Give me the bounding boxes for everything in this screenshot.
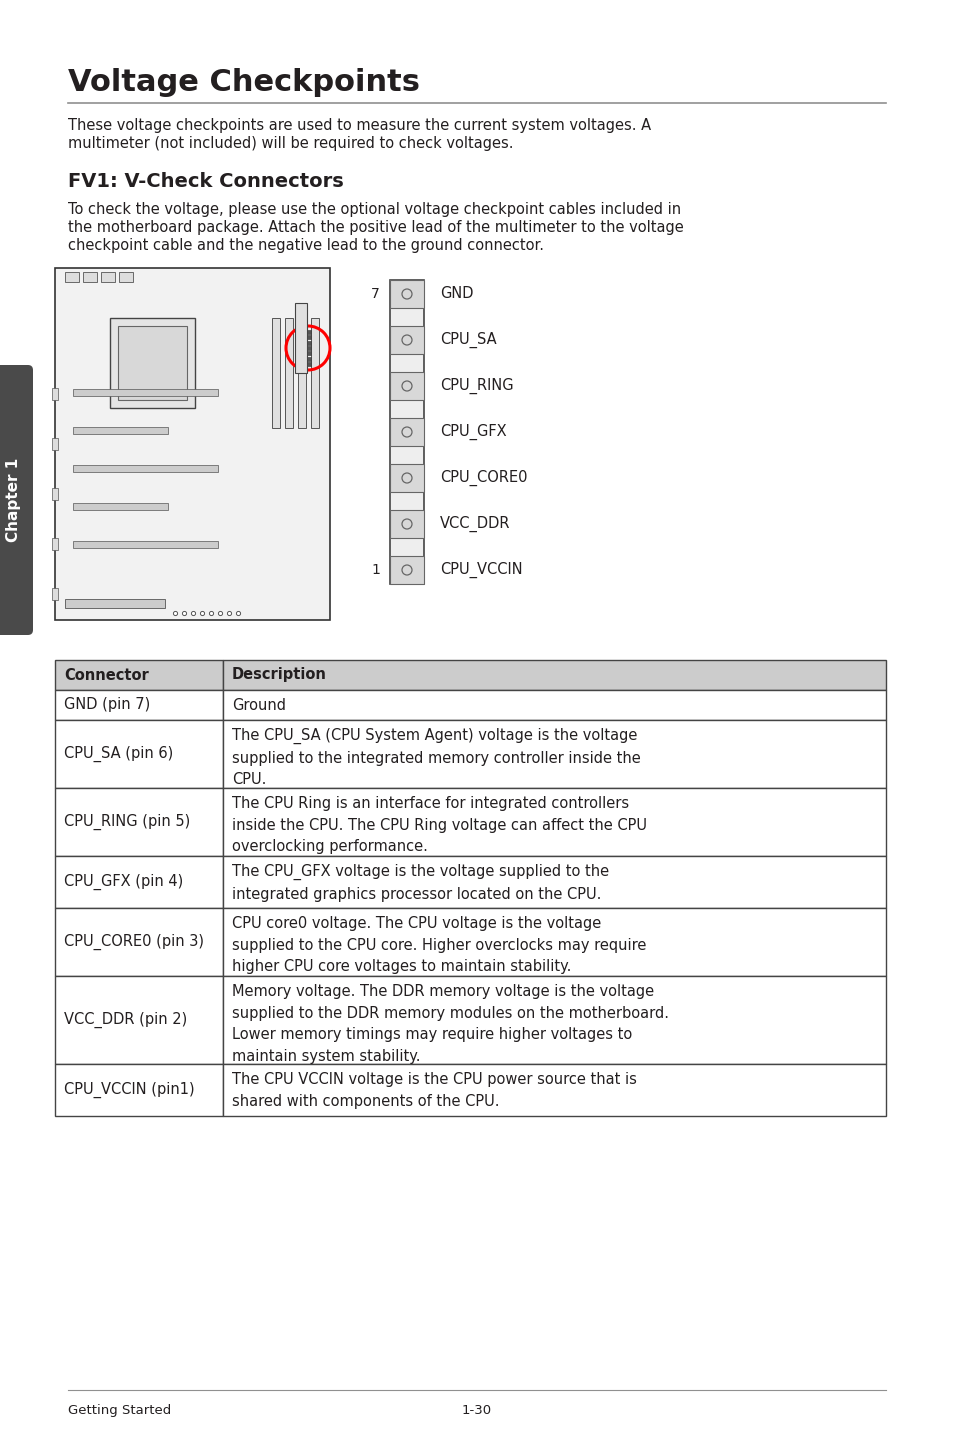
Bar bbox=[73, 465, 218, 473]
Bar bbox=[52, 438, 58, 450]
Text: Memory voltage. The DDR memory voltage is the voltage
supplied to the DDR memory: Memory voltage. The DDR memory voltage i… bbox=[232, 984, 668, 1064]
Text: The CPU Ring is an interface for integrated controllers
inside the CPU. The CPU : The CPU Ring is an interface for integra… bbox=[232, 796, 646, 855]
Bar bbox=[55, 720, 223, 788]
Bar bbox=[285, 318, 293, 428]
Bar bbox=[223, 856, 885, 908]
Text: CPU_CORE0: CPU_CORE0 bbox=[439, 470, 527, 485]
Bar bbox=[73, 427, 168, 434]
Bar bbox=[55, 268, 330, 620]
Bar bbox=[305, 351, 311, 355]
Bar bbox=[223, 977, 885, 1064]
Bar bbox=[390, 326, 423, 354]
Text: 7: 7 bbox=[371, 286, 379, 301]
Bar bbox=[390, 281, 423, 584]
Bar bbox=[118, 326, 187, 400]
Bar bbox=[55, 1064, 223, 1116]
Text: VCC_DDR (pin 2): VCC_DDR (pin 2) bbox=[64, 1012, 187, 1028]
Text: The CPU_GFX voltage is the voltage supplied to the
integrated graphics processor: The CPU_GFX voltage is the voltage suppl… bbox=[232, 863, 608, 902]
Bar bbox=[101, 272, 115, 282]
Bar bbox=[55, 856, 223, 908]
Bar bbox=[65, 599, 165, 609]
Text: Connector: Connector bbox=[64, 667, 149, 683]
Text: CPU core0 voltage. The CPU voltage is the voltage
supplied to the CPU core. High: CPU core0 voltage. The CPU voltage is th… bbox=[232, 916, 646, 974]
Bar bbox=[223, 690, 885, 720]
Text: CPU_VCCIN (pin1): CPU_VCCIN (pin1) bbox=[64, 1083, 194, 1098]
Text: CPU_SA: CPU_SA bbox=[439, 332, 497, 348]
Text: Getting Started: Getting Started bbox=[68, 1403, 172, 1418]
Bar bbox=[73, 503, 168, 510]
Bar bbox=[311, 318, 318, 428]
FancyBboxPatch shape bbox=[0, 365, 33, 634]
Text: CPU_RING (pin 5): CPU_RING (pin 5) bbox=[64, 813, 190, 831]
Bar bbox=[52, 388, 58, 400]
Text: 1-30: 1-30 bbox=[461, 1403, 492, 1418]
Text: VCC_DDR: VCC_DDR bbox=[439, 516, 510, 533]
Bar bbox=[73, 390, 218, 397]
Text: The CPU VCCIN voltage is the CPU power source that is
shared with components of : The CPU VCCIN voltage is the CPU power s… bbox=[232, 1073, 637, 1108]
Text: CPU_SA (pin 6): CPU_SA (pin 6) bbox=[64, 746, 173, 762]
Text: Description: Description bbox=[232, 667, 327, 683]
Bar bbox=[305, 341, 311, 345]
Bar bbox=[55, 788, 223, 856]
Bar bbox=[297, 318, 306, 428]
Bar bbox=[305, 329, 311, 334]
Bar bbox=[223, 1064, 885, 1116]
Bar bbox=[73, 541, 218, 548]
Text: Chapter 1: Chapter 1 bbox=[7, 458, 22, 543]
Text: CPU_VCCIN: CPU_VCCIN bbox=[439, 561, 522, 579]
Bar bbox=[390, 510, 423, 538]
Text: To check the voltage, please use the optional voltage checkpoint cables included: To check the voltage, please use the opt… bbox=[68, 202, 680, 218]
Bar bbox=[305, 335, 311, 339]
Text: The CPU_SA (CPU System Agent) voltage is the voltage
supplied to the integrated : The CPU_SA (CPU System Agent) voltage is… bbox=[232, 727, 640, 788]
Bar bbox=[223, 720, 885, 788]
Bar bbox=[223, 788, 885, 856]
Text: Ground: Ground bbox=[232, 697, 286, 713]
Text: CPU_RING: CPU_RING bbox=[439, 378, 513, 394]
Bar bbox=[223, 908, 885, 977]
Bar bbox=[119, 272, 132, 282]
Bar bbox=[110, 318, 194, 408]
Text: CPU_CORE0 (pin 3): CPU_CORE0 (pin 3) bbox=[64, 934, 204, 949]
Text: GND: GND bbox=[439, 286, 473, 302]
Bar bbox=[52, 488, 58, 500]
Text: 1: 1 bbox=[371, 563, 379, 577]
Text: checkpoint cable and the negative lead to the ground connector.: checkpoint cable and the negative lead t… bbox=[68, 238, 543, 253]
Bar bbox=[390, 418, 423, 445]
Bar bbox=[83, 272, 97, 282]
Bar bbox=[52, 538, 58, 550]
Bar bbox=[390, 556, 423, 584]
Bar bbox=[390, 281, 423, 308]
Bar bbox=[272, 318, 280, 428]
Text: the motherboard package. Attach the positive lead of the multimeter to the volta: the motherboard package. Attach the posi… bbox=[68, 221, 683, 235]
Bar bbox=[65, 272, 79, 282]
Text: CPU_GFX: CPU_GFX bbox=[439, 424, 506, 440]
Bar bbox=[390, 372, 423, 400]
Text: multimeter (not included) will be required to check voltages.: multimeter (not included) will be requir… bbox=[68, 136, 513, 150]
Bar bbox=[55, 977, 223, 1064]
Bar bbox=[305, 347, 311, 349]
Text: GND (pin 7): GND (pin 7) bbox=[64, 697, 150, 713]
Bar bbox=[52, 589, 58, 600]
Bar bbox=[305, 357, 311, 361]
Text: These voltage checkpoints are used to measure the current system voltages. A: These voltage checkpoints are used to me… bbox=[68, 117, 651, 133]
Bar bbox=[55, 908, 223, 977]
Bar bbox=[294, 304, 307, 372]
Text: FV1: V-Check Connectors: FV1: V-Check Connectors bbox=[68, 172, 343, 190]
Bar bbox=[390, 464, 423, 493]
Text: Voltage Checkpoints: Voltage Checkpoints bbox=[68, 67, 419, 97]
Bar bbox=[55, 690, 223, 720]
Bar bbox=[305, 362, 311, 365]
Bar bbox=[223, 660, 885, 690]
Bar bbox=[55, 660, 223, 690]
Text: CPU_GFX (pin 4): CPU_GFX (pin 4) bbox=[64, 874, 183, 891]
